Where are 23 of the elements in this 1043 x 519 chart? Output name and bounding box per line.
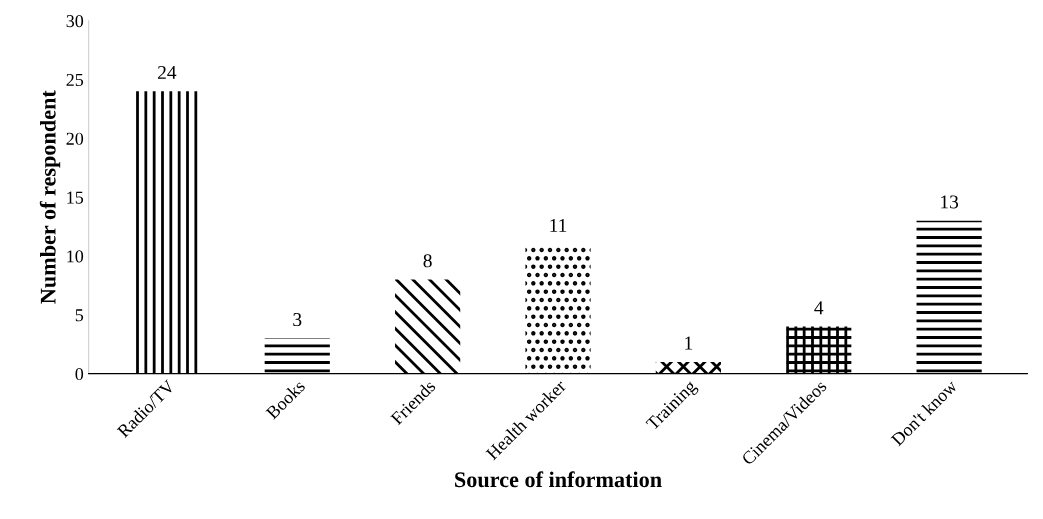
data-label: 8 (423, 254, 432, 268)
bar (786, 326, 852, 374)
data-label: 24 (158, 65, 177, 79)
bar (264, 338, 330, 374)
y-tick-label: 30 (66, 15, 84, 28)
bar (395, 279, 461, 374)
y-tick-label: 5 (75, 309, 84, 322)
y-tick-label: 20 (66, 132, 84, 145)
y-tick-label: 15 (67, 191, 84, 204)
bar (655, 361, 721, 374)
y-tick-label: 0 (75, 367, 84, 381)
x-axis-title: Source of information (455, 471, 662, 488)
bar (525, 244, 591, 374)
data-label: 13 (941, 195, 959, 209)
data-label: 3 (293, 313, 302, 327)
data-label: 1 (685, 336, 693, 350)
data-label: 4 (814, 301, 824, 315)
bar (134, 91, 200, 374)
bar (916, 220, 982, 374)
data-label: 11 (550, 218, 567, 232)
y-axis-title: Number of respondent (39, 90, 61, 304)
y-tick-label: 25 (66, 73, 84, 87)
y-tick-label: 10 (67, 250, 84, 263)
